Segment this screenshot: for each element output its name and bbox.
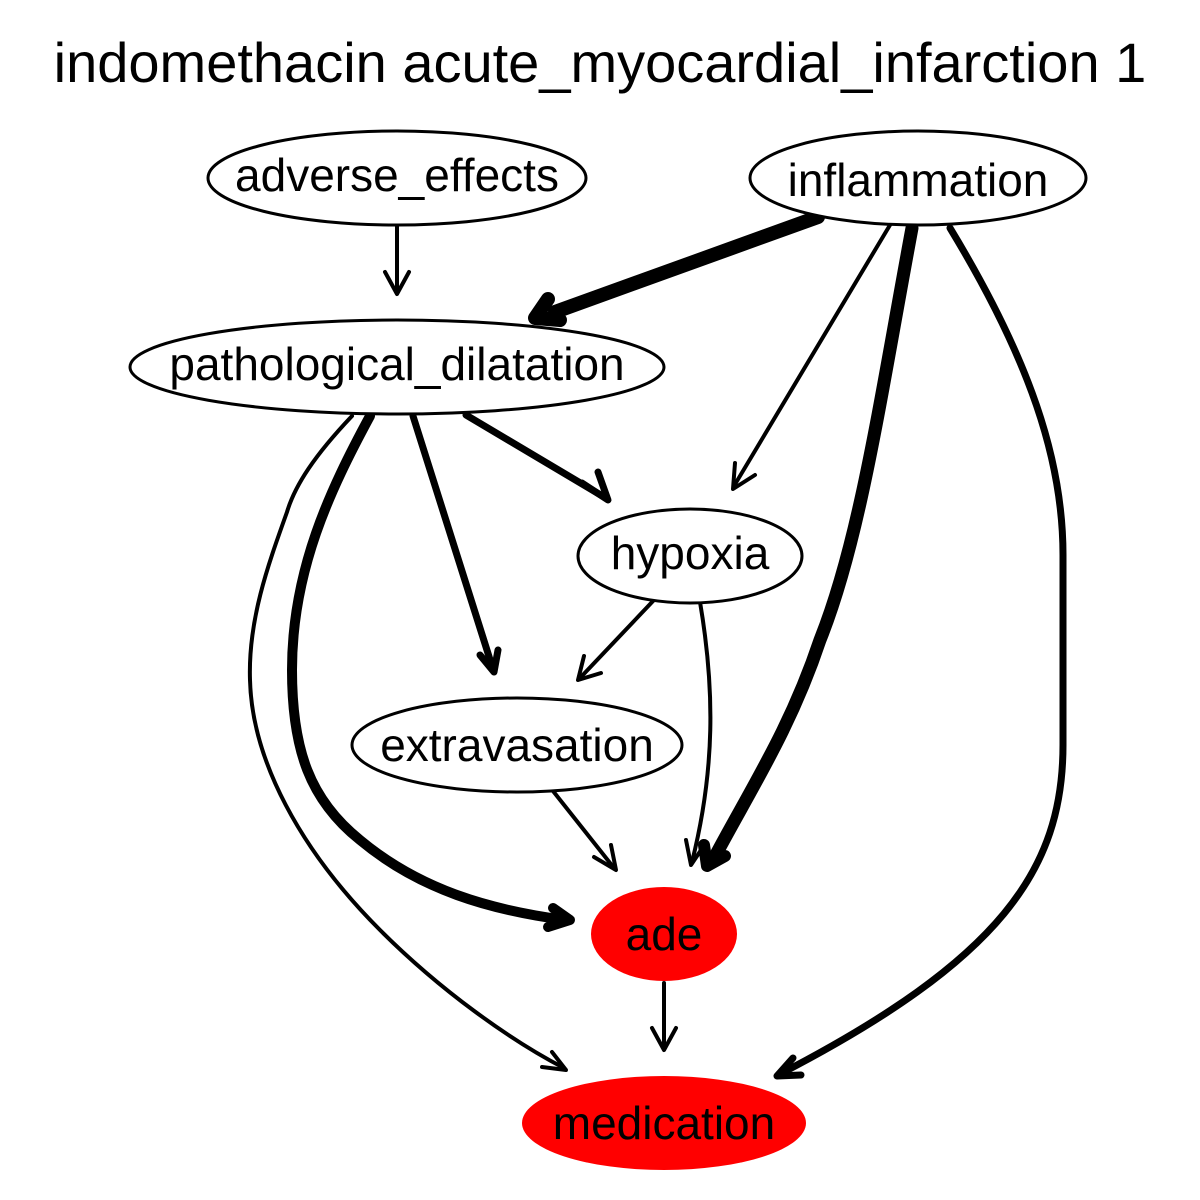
edge-adverse_effects-to-pathological_dilatation: [383, 224, 411, 296]
node-ade: ade: [591, 887, 737, 981]
node-shape-medication: [522, 1076, 806, 1170]
edge-inflammation-to-hypoxia: [731, 223, 892, 491]
node-shape-extravasation: [350, 696, 684, 794]
edge-pathological_dilatation-to-ade: [287, 411, 575, 932]
node-medication: medication: [522, 1076, 806, 1170]
node-label-adverse_effects: adverse_effects: [235, 149, 559, 201]
edge-inflammation-to-ade: [698, 221, 919, 872]
node-shape-ade: [591, 887, 737, 981]
edge-inflammation-to-pathological_dilatation: [528, 210, 825, 327]
edge-hypoxia-to-ade: [684, 600, 713, 867]
node-label-ade: ade: [626, 908, 703, 960]
node-pathological_dilatation: pathological_dilatation: [128, 318, 666, 416]
edge-extravasation-to-ade: [551, 789, 618, 872]
node-shape-inflammation: [748, 129, 1088, 227]
node-hypoxia: hypoxia: [576, 507, 804, 605]
edge-pathological_dilatation-to-hypoxia: [462, 411, 612, 504]
node-shape-hypoxia: [576, 507, 804, 605]
node-label-pathological_dilatation: pathological_dilatation: [169, 338, 624, 390]
edge-ade-to-medication: [650, 981, 678, 1052]
node-label-extravasation: extravasation: [380, 719, 654, 771]
graph-title: indomethacin acute_myocardial_infarction…: [54, 31, 1147, 94]
node-label-medication: medication: [553, 1097, 775, 1149]
node-label-hypoxia: hypoxia: [611, 527, 770, 579]
edge-inflammation-to-medication: [773, 224, 1067, 1080]
node-label-inflammation: inflammation: [788, 154, 1049, 206]
node-adverse_effects: adverse_effects: [206, 129, 588, 227]
node-inflammation: inflammation: [748, 129, 1088, 227]
node-shape-adverse_effects: [206, 129, 588, 227]
node-extravasation: extravasation: [350, 696, 684, 794]
node-shape-pathological_dilatation: [128, 318, 666, 416]
nodes: adverse_effects inflammation pathologica…: [128, 129, 1088, 1170]
edge-hypoxia-to-extravasation: [576, 598, 656, 682]
edge-pathological_dilatation-to-extravasation: [409, 412, 502, 676]
edge-pathological_dilatation-to-medication: [247, 414, 568, 1072]
edges: [247, 210, 1067, 1080]
